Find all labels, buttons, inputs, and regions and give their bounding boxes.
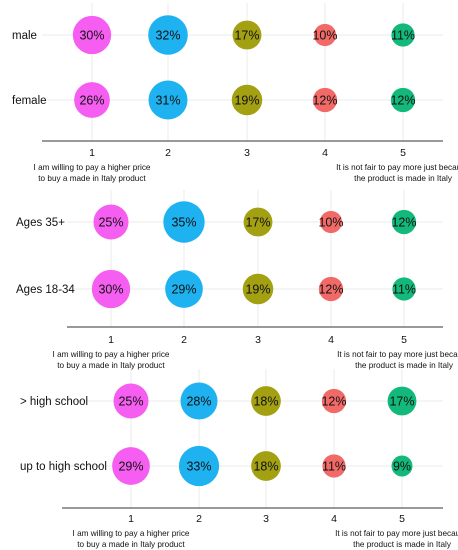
x-tick-label: 1 xyxy=(108,334,114,346)
bubble-value-label: 18% xyxy=(253,460,278,474)
right-end-note: the product is made in Italy xyxy=(353,540,452,549)
x-tick-label: 4 xyxy=(331,513,337,525)
bubble xyxy=(390,87,416,113)
x-tick-label: 3 xyxy=(244,147,250,159)
x-tick-label: 3 xyxy=(263,513,269,525)
bubble-value-label: 12% xyxy=(390,94,415,108)
right-end-note: the product is made in Italy xyxy=(355,361,454,370)
bubble-value-label: 29% xyxy=(171,283,196,297)
row-label: up to high school xyxy=(20,461,107,473)
bubble-value-label: 11% xyxy=(391,29,415,43)
x-tick-label: 3 xyxy=(255,334,261,346)
bubble-value-label: 9% xyxy=(393,460,411,474)
bubble-value-label: 29% xyxy=(118,460,143,474)
right-end-note: It is not fair to pay more just because xyxy=(335,529,458,538)
bubble-value-label: 11% xyxy=(322,460,346,474)
bubble xyxy=(148,80,188,120)
bubble xyxy=(391,209,417,235)
bubble xyxy=(72,15,112,55)
bubble xyxy=(178,445,220,487)
bubble xyxy=(180,382,218,420)
bubble xyxy=(232,20,262,50)
bubble-value-label: 33% xyxy=(186,460,211,474)
bubble-value-label: 12% xyxy=(321,395,346,409)
x-tick-label: 2 xyxy=(181,334,187,346)
left-end-note: I am willing to pay a higher price xyxy=(73,529,190,538)
x-tick-label: 5 xyxy=(401,334,407,346)
bubble-value-label: 31% xyxy=(155,94,180,108)
bubble-value-label: 11% xyxy=(392,283,416,297)
row-label: > high school xyxy=(20,396,88,408)
bubble-value-label: 35% xyxy=(171,216,196,230)
bubble xyxy=(387,386,417,416)
bubble-value-label: 18% xyxy=(253,395,278,409)
left-end-note: to buy a made in Italy product xyxy=(57,361,165,370)
right-end-note: It is not fair to pay more just because xyxy=(336,163,458,172)
x-tick-label: 1 xyxy=(128,513,134,525)
bubble-value-label: 30% xyxy=(79,29,104,43)
bubble-value-label: 25% xyxy=(118,395,143,409)
bubble-value-label: 12% xyxy=(312,94,337,108)
bubble xyxy=(312,87,338,113)
x-tick-label: 5 xyxy=(400,147,406,159)
bubble xyxy=(251,386,281,416)
x-tick-label: 2 xyxy=(165,147,171,159)
bubble xyxy=(313,23,337,47)
bubble-value-label: 10% xyxy=(312,29,337,43)
bubble xyxy=(93,204,129,240)
bubble-value-label: 32% xyxy=(155,29,180,43)
bubble xyxy=(319,210,343,234)
bubble xyxy=(113,383,149,419)
bubble xyxy=(318,276,344,302)
bubble-value-label: 17% xyxy=(234,29,259,43)
bubble xyxy=(163,201,205,243)
left-end-note: to buy a made in Italy product xyxy=(38,174,146,183)
bubble-value-label: 26% xyxy=(79,94,104,108)
bubble-value-label: 19% xyxy=(234,94,259,108)
bubble xyxy=(322,454,346,478)
bubble-value-label: 17% xyxy=(245,216,270,230)
bubble-value-label: 12% xyxy=(391,216,416,230)
bubble xyxy=(112,447,150,485)
right-end-note: the product is made in Italy xyxy=(354,174,453,183)
bubble xyxy=(74,82,110,118)
left-end-note: to buy a made in Italy product xyxy=(77,540,185,549)
bubble xyxy=(391,23,415,47)
x-tick-label: 1 xyxy=(89,147,95,159)
x-tick-label: 4 xyxy=(328,334,334,346)
bubble-value-label: 28% xyxy=(186,395,211,409)
bubble xyxy=(231,84,263,116)
bubble xyxy=(243,207,273,237)
x-tick-label: 2 xyxy=(196,513,202,525)
bubble-value-label: 17% xyxy=(389,395,414,409)
bubble xyxy=(148,15,188,55)
row-label: male xyxy=(12,30,37,42)
left-end-note: I am willing to pay a higher price xyxy=(34,163,151,172)
bubble-value-label: 25% xyxy=(98,216,123,230)
bubble-value-label: 10% xyxy=(318,216,343,230)
x-tick-label: 4 xyxy=(322,147,328,159)
bubble xyxy=(251,451,281,481)
bubble xyxy=(242,273,274,305)
bubble xyxy=(91,269,131,309)
x-tick-label: 5 xyxy=(399,513,405,525)
row-label: Ages 35+ xyxy=(16,217,65,229)
bubble-value-label: 30% xyxy=(98,283,123,297)
bubble xyxy=(165,270,203,308)
row-label: Ages 18-34 xyxy=(16,284,75,296)
right-end-note: It is not fair to pay more just because xyxy=(337,350,458,359)
bubble-value-label: 12% xyxy=(318,283,343,297)
bubble-value-label: 19% xyxy=(245,283,270,297)
bubble xyxy=(321,388,347,414)
bubble xyxy=(392,277,416,301)
bubble xyxy=(391,455,413,477)
left-end-note: I am willing to pay a higher price xyxy=(53,350,170,359)
row-label: female xyxy=(12,95,47,107)
